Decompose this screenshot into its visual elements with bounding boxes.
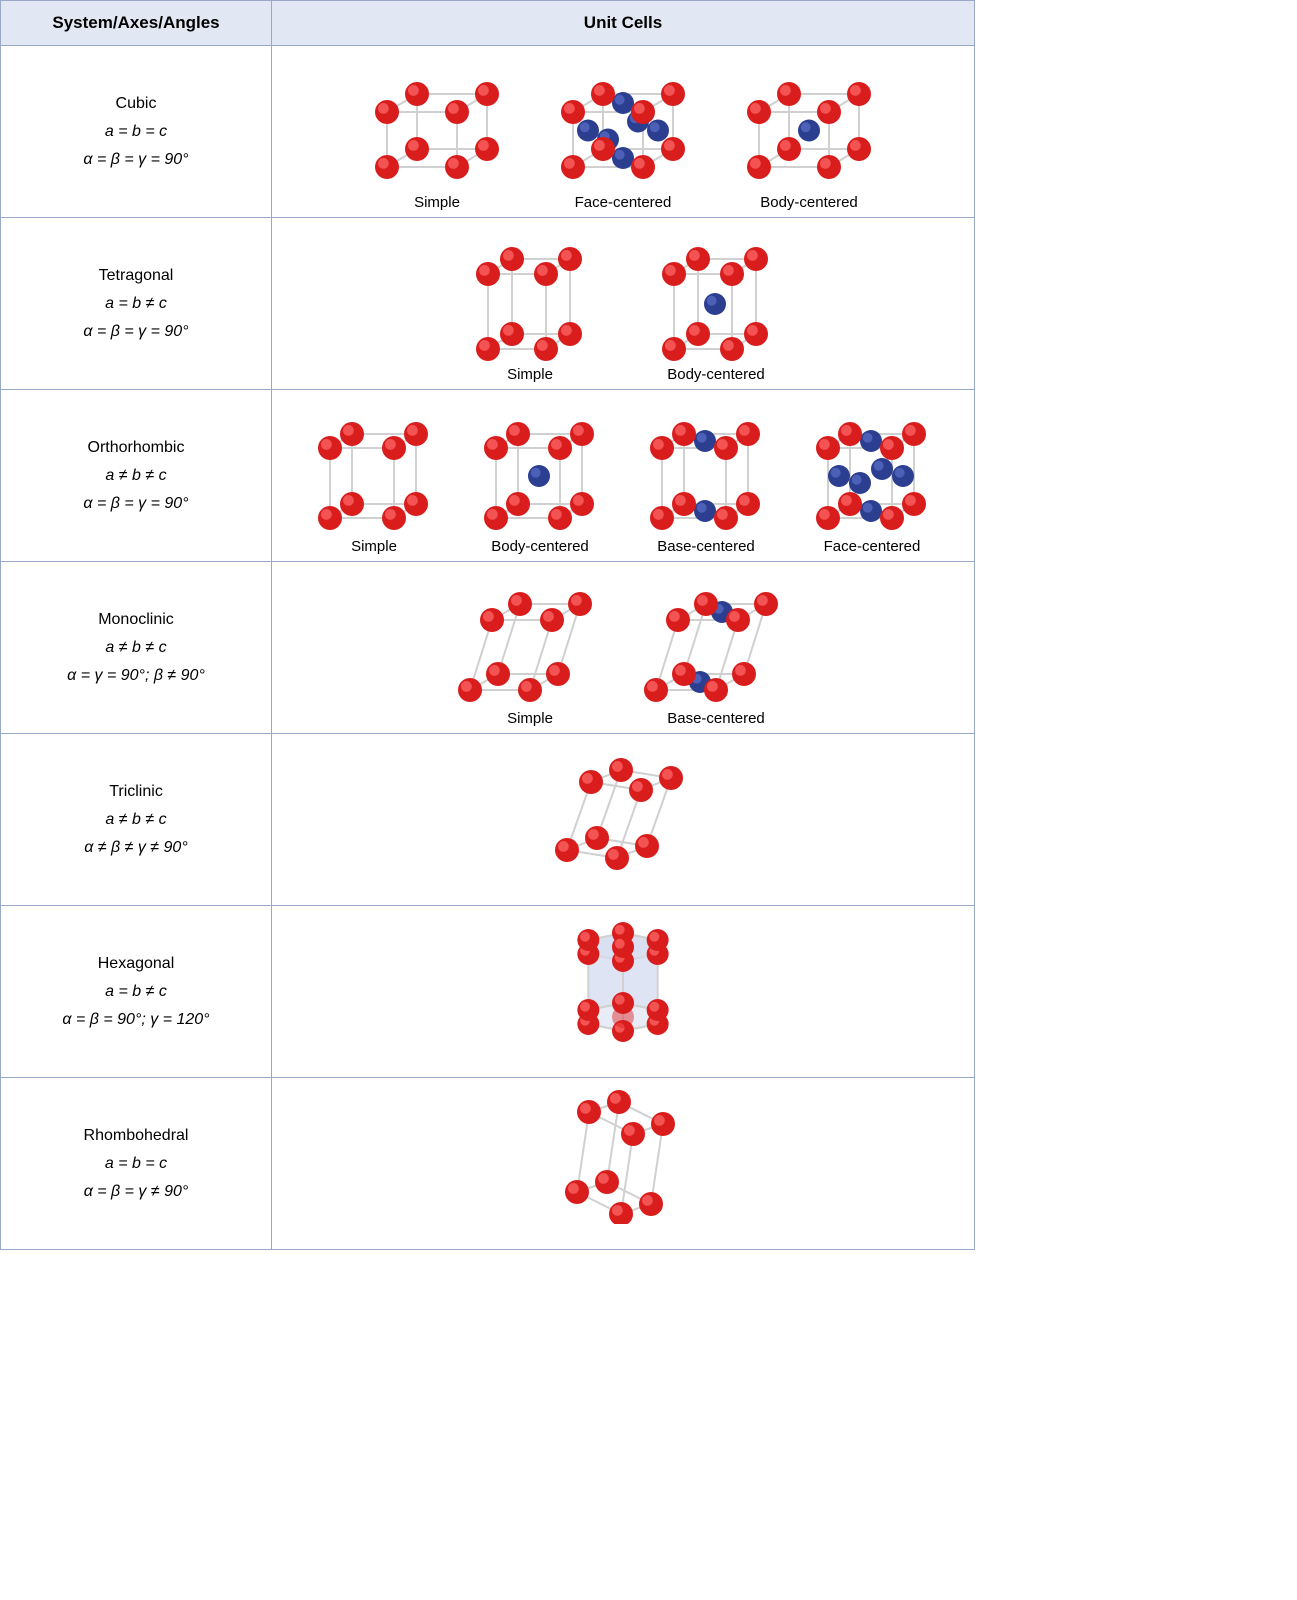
lattice-diagram: [450, 224, 610, 364]
unit-cells: Simple Face-centered: [272, 46, 975, 218]
table-row: Orthorhombic a ≠ b ≠ c α = β = γ = 90° S…: [1, 390, 975, 562]
lattice-diagram: [294, 396, 454, 536]
cell-label: [621, 1054, 625, 1071]
lattice-diagram: [729, 52, 889, 192]
cell-label: [621, 1226, 625, 1243]
system-cell: Rhombohedral a = b = c α = β = γ ≠ 90°: [1, 1078, 272, 1250]
cell-label: Body-centered: [491, 538, 589, 555]
header-system: System/Axes/Angles: [1, 1, 272, 46]
system-cell: Triclinic a ≠ b ≠ c α ≠ β ≠ γ ≠ 90°: [1, 734, 272, 906]
angle-relation: α = β = γ = 90°: [1, 495, 271, 513]
lattice-diagram: [636, 224, 796, 364]
cell-label: Body-centered: [667, 366, 765, 383]
lattice-diagram: [543, 1084, 703, 1224]
table-row: Cubic a = b = c α = β = γ = 90° Simple: [1, 46, 975, 218]
system-cell: Tetragonal a = b ≠ c α = β = γ = 90°: [1, 218, 272, 390]
lattice-diagram: [450, 568, 610, 708]
cell-label: Face-centered: [824, 538, 921, 555]
angle-relation: α = β = γ = 90°: [1, 151, 271, 169]
lattice-diagram: [460, 396, 620, 536]
cell-label: [621, 882, 625, 899]
axes-relation: a ≠ b ≠ c: [1, 467, 271, 485]
table-row: Triclinic a ≠ b ≠ c α ≠ β ≠ γ ≠ 90°: [1, 734, 975, 906]
cell-label: Simple: [351, 538, 397, 555]
cell-label: Simple: [414, 194, 460, 211]
cell-box: [513, 740, 733, 899]
cell-label: Face-centered: [575, 194, 672, 211]
axes-relation: a = b = c: [1, 1155, 271, 1173]
lattice-diagram: [626, 396, 786, 536]
table-row: Hexagonal a = b ≠ c α = β = 90°; γ = 120…: [1, 906, 975, 1078]
unit-cells: [272, 734, 975, 906]
axes-relation: a = b ≠ c: [1, 983, 271, 1001]
lattice-diagram-hex: [543, 912, 703, 1052]
cell-label: Simple: [507, 366, 553, 383]
system-name: Orthorhombic: [1, 439, 271, 457]
table-row: Tetragonal a = b ≠ c α = β = γ = 90° Sim…: [1, 218, 975, 390]
cell-box: [513, 912, 733, 1071]
system-name: Hexagonal: [1, 955, 271, 973]
angle-relation: α ≠ β ≠ γ ≠ 90°: [1, 839, 271, 857]
cell-box: Face-centered: [533, 52, 713, 211]
unit-cells: [272, 1078, 975, 1250]
unit-cells: Simple Body-centered: [272, 390, 975, 562]
cell-box: Simple: [294, 396, 454, 555]
system-name: Rhombohedral: [1, 1127, 271, 1145]
cell-box: Face-centered: [792, 396, 952, 555]
lattice-diagram: [543, 52, 703, 192]
lattice-diagram: [792, 396, 952, 536]
cell-label: Base-centered: [667, 710, 765, 727]
unit-cells: Simple Base-centered: [272, 562, 975, 734]
system-name: Monoclinic: [1, 611, 271, 629]
lattice-diagram: [357, 52, 517, 192]
axes-relation: a = b = c: [1, 123, 271, 141]
axes-relation: a = b ≠ c: [1, 295, 271, 313]
lattice-diagram: [543, 740, 703, 880]
angle-relation: α = β = γ ≠ 90°: [1, 1183, 271, 1201]
cell-box: Base-centered: [626, 396, 786, 555]
axes-relation: a ≠ b ≠ c: [1, 811, 271, 829]
angle-relation: α = β = γ = 90°: [1, 323, 271, 341]
cell-label: Simple: [507, 710, 553, 727]
system-cell: Orthorhombic a ≠ b ≠ c α = β = γ = 90°: [1, 390, 272, 562]
angle-relation: α = γ = 90°; β ≠ 90°: [1, 667, 271, 685]
axes-relation: a ≠ b ≠ c: [1, 639, 271, 657]
system-cell: Cubic a = b = c α = β = γ = 90°: [1, 46, 272, 218]
crystal-systems-table: System/Axes/Angles Unit Cells Cubic a = …: [0, 0, 975, 1250]
header-cells: Unit Cells: [272, 1, 975, 46]
system-cell: Hexagonal a = b ≠ c α = β = 90°; γ = 120…: [1, 906, 272, 1078]
cell-box: Simple: [440, 568, 620, 727]
cell-label: Base-centered: [657, 538, 755, 555]
cell-box: [513, 1084, 733, 1243]
cell-label: Body-centered: [760, 194, 858, 211]
system-cell: Monoclinic a ≠ b ≠ c α = γ = 90°; β ≠ 90…: [1, 562, 272, 734]
cell-box: Body-centered: [626, 224, 806, 383]
system-name: Tetragonal: [1, 267, 271, 285]
lattice-diagram: [636, 568, 796, 708]
cell-box: Base-centered: [626, 568, 806, 727]
unit-cells: [272, 906, 975, 1078]
system-name: Triclinic: [1, 783, 271, 801]
cell-box: Simple: [347, 52, 527, 211]
angle-relation: α = β = 90°; γ = 120°: [1, 1011, 271, 1029]
cell-box: Simple: [440, 224, 620, 383]
cell-box: Body-centered: [460, 396, 620, 555]
cell-box: Body-centered: [719, 52, 899, 211]
table-row: Rhombohedral a = b = c α = β = γ ≠ 90°: [1, 1078, 975, 1250]
system-name: Cubic: [1, 95, 271, 113]
unit-cells: Simple Body-centered: [272, 218, 975, 390]
table-row: Monoclinic a ≠ b ≠ c α = γ = 90°; β ≠ 90…: [1, 562, 975, 734]
